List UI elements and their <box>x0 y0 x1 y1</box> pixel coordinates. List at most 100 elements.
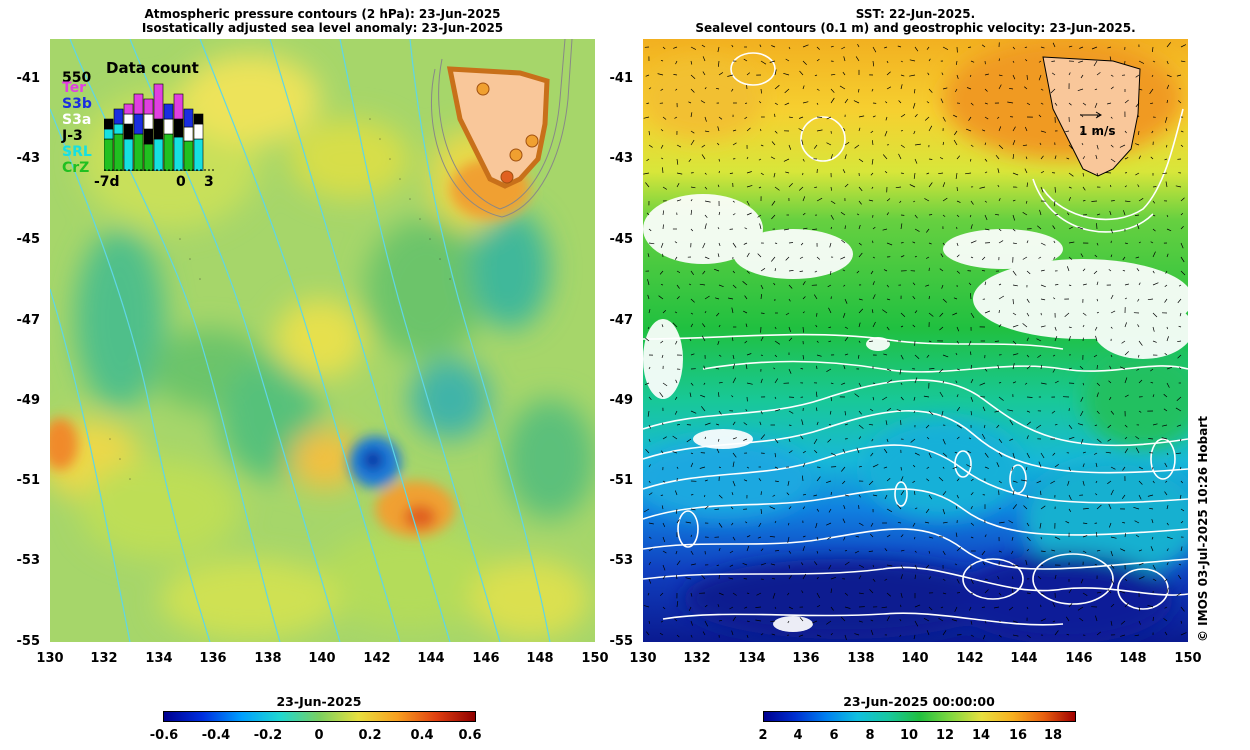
velocity-vector <box>716 448 720 454</box>
velocity-vector <box>872 564 875 568</box>
velocity-vector <box>1077 88 1084 92</box>
velocity-vector <box>662 210 665 216</box>
velocity-vector <box>1138 466 1144 470</box>
velocity-vector <box>1040 155 1044 160</box>
velocity-vector <box>746 156 749 160</box>
velocity-vector <box>1094 102 1098 109</box>
velocity-vector <box>659 270 664 275</box>
velocity-vector <box>1124 322 1127 328</box>
velocity-vector <box>674 256 678 260</box>
velocity-vector <box>900 476 904 482</box>
velocity-vector <box>1135 447 1140 454</box>
velocity-vector <box>704 186 708 190</box>
velocity-vector <box>858 322 861 328</box>
velocity-vector <box>1180 521 1184 524</box>
velocity-vector <box>941 72 944 76</box>
velocity-vector <box>942 578 946 581</box>
velocity-vector <box>759 223 762 230</box>
velocity-vector <box>758 522 762 527</box>
velocity-vector <box>1082 172 1084 177</box>
velocity-vector <box>675 550 678 555</box>
left-x-tick: 134 <box>145 651 173 666</box>
velocity-vector <box>704 116 707 122</box>
velocity-vector <box>1079 617 1084 622</box>
velocity-vector <box>1068 326 1072 329</box>
velocity-vector <box>1035 424 1042 429</box>
velocity-vector <box>870 130 874 134</box>
sea-level-anomaly-map[interactable]: Data count 550 Ter S3b S3a J-3 SRL CrZ -… <box>50 39 595 642</box>
velocity-vector <box>718 548 721 552</box>
velocity-vector <box>729 606 734 610</box>
velocity-vector <box>844 423 849 426</box>
velocity-vector <box>827 438 832 443</box>
velocity-vector <box>648 424 652 429</box>
velocity-vector <box>774 550 780 552</box>
velocity-vector <box>774 340 780 345</box>
velocity-vector <box>844 561 850 566</box>
sst-map[interactable]: 1 m/s <box>643 39 1188 642</box>
velocity-vector <box>770 156 776 160</box>
velocity-vector <box>1068 494 1072 501</box>
velocity-vector <box>702 270 706 275</box>
velocity-vector <box>1082 312 1087 316</box>
velocity-vector <box>952 466 958 470</box>
velocity-vector <box>1082 508 1089 510</box>
velocity-vector <box>1166 228 1172 232</box>
velocity-vector <box>1138 241 1141 244</box>
velocity-vector <box>1010 550 1014 555</box>
velocity-vector <box>788 506 792 510</box>
velocity-vector <box>984 200 988 203</box>
velocity-vector <box>858 564 865 568</box>
velocity-vector <box>675 60 678 65</box>
velocity-vector <box>1053 240 1056 244</box>
velocity-vector <box>1026 182 1028 188</box>
velocity-vector <box>1177 574 1182 580</box>
velocity-vector <box>1150 368 1154 372</box>
velocity-vector <box>704 87 707 90</box>
velocity-vector <box>704 130 710 133</box>
velocity-vector <box>648 438 651 443</box>
velocity-vector <box>760 563 767 566</box>
velocity-vector <box>701 154 706 160</box>
velocity-vector <box>690 410 697 414</box>
velocity-vector <box>1067 480 1070 486</box>
velocity-vector <box>998 84 1002 90</box>
velocity-vector <box>984 73 989 76</box>
velocity-vector <box>998 382 1002 384</box>
velocity-vector <box>1135 172 1140 176</box>
velocity-vector <box>815 391 818 398</box>
velocity-vector <box>868 550 874 552</box>
velocity-vector <box>856 270 860 274</box>
velocity-vector <box>1052 452 1056 456</box>
velocity-vector <box>1026 102 1031 106</box>
velocity-vector <box>970 492 974 496</box>
velocity-vector <box>746 353 752 356</box>
velocity-vector <box>868 423 874 426</box>
velocity-vector <box>1138 620 1141 625</box>
velocity-vector <box>1180 546 1183 552</box>
velocity-vector <box>858 575 862 580</box>
sst-map-svg <box>643 39 1188 642</box>
velocity-vector <box>798 128 804 132</box>
velocity-vector <box>1176 424 1182 427</box>
velocity-vector <box>1038 74 1042 81</box>
velocity-vector <box>774 378 779 384</box>
velocity-vector <box>1023 505 1028 510</box>
legend-sat-ter: Ter <box>62 80 87 96</box>
velocity-vector <box>1095 154 1098 160</box>
velocity-vector <box>1110 354 1113 358</box>
velocity-vector <box>984 158 988 162</box>
velocity-vector <box>1053 256 1056 260</box>
velocity-vector <box>981 270 986 272</box>
velocity-vector <box>1166 99 1168 104</box>
velocity-vector <box>886 564 893 567</box>
velocity-vector <box>744 340 748 344</box>
left-y-tick: -55 <box>16 634 41 649</box>
velocity-vector <box>1096 281 1099 286</box>
velocity-vector <box>956 547 962 552</box>
velocity-vector <box>787 620 790 624</box>
legend-x-label-zero: 0 <box>176 174 186 190</box>
velocity-vector <box>1068 284 1072 286</box>
velocity-vector <box>662 436 667 440</box>
velocity-vector <box>953 297 958 300</box>
